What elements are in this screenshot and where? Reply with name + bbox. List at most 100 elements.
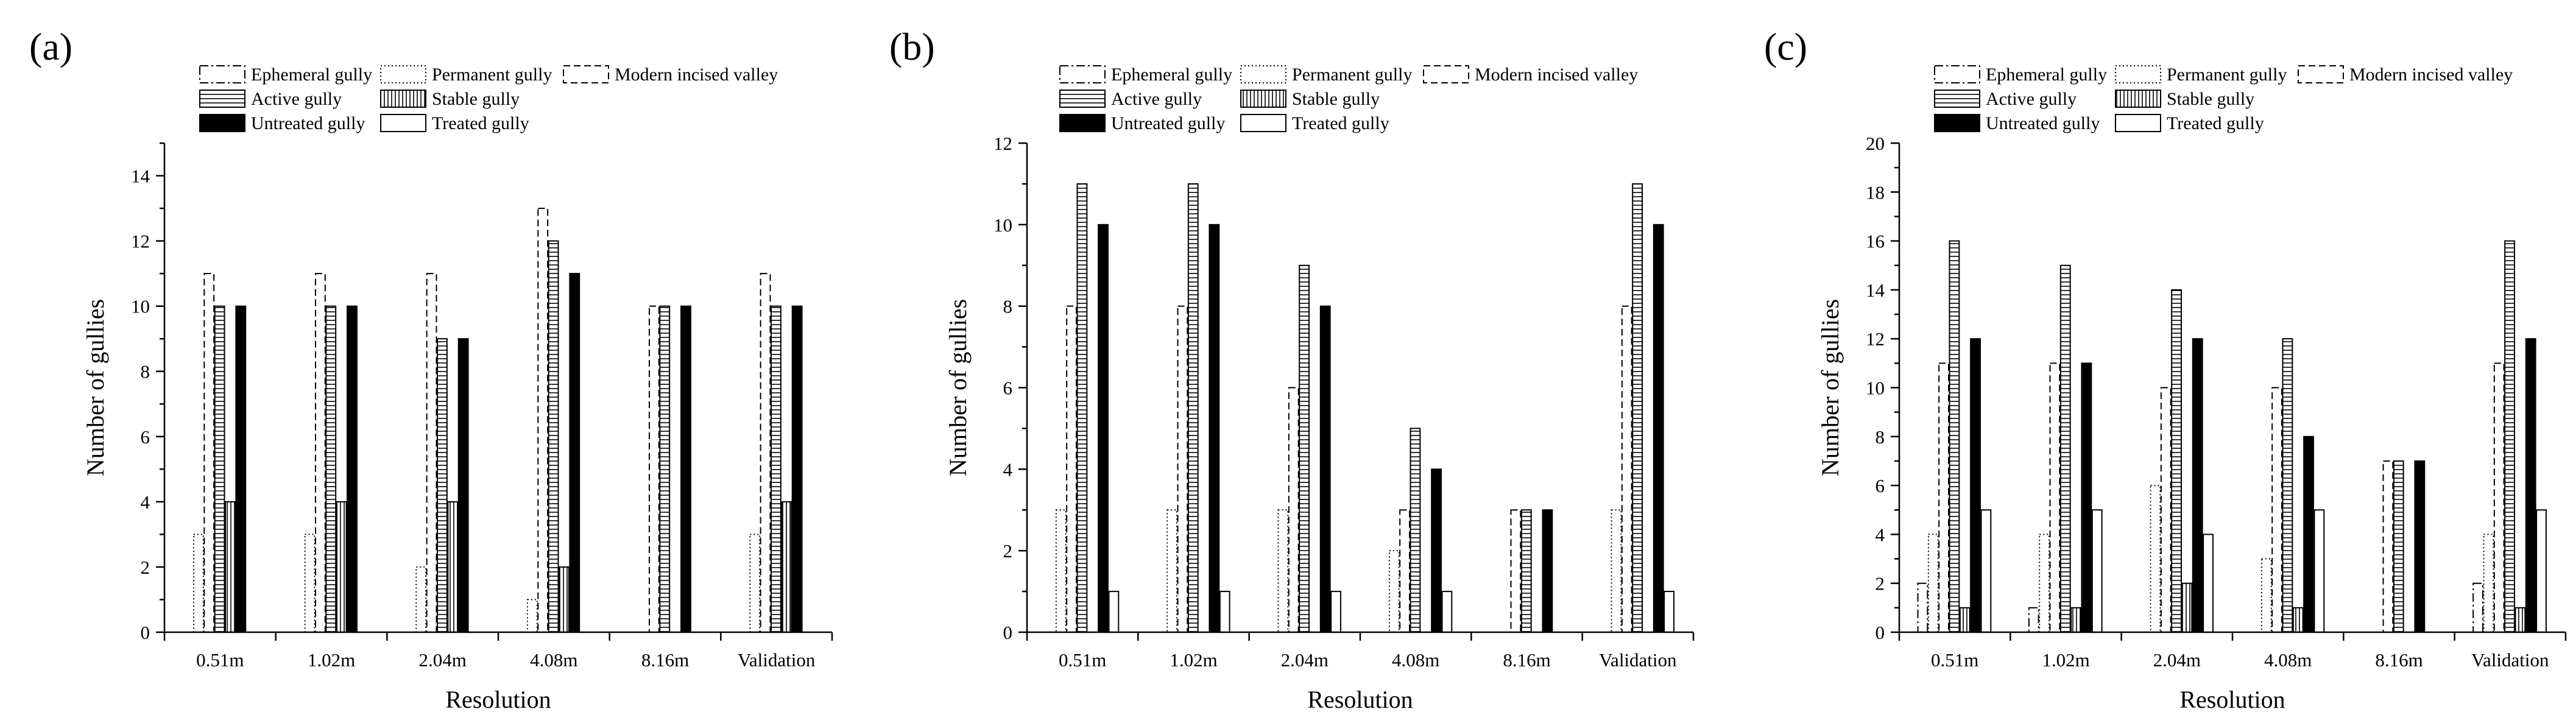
bar-modern	[1399, 509, 1410, 633]
bar-active	[2059, 264, 2071, 633]
bar-active	[659, 305, 671, 633]
x-tick-label: 0.51m	[1931, 649, 1978, 671]
bar-modern	[2049, 362, 2061, 633]
bar-untreated	[1431, 468, 1442, 633]
bar-modern	[537, 208, 549, 633]
bars	[192, 208, 803, 633]
bar-ephemeral	[1917, 582, 1928, 633]
y-tick-label: 4	[141, 492, 150, 513]
bar-active	[1076, 183, 1088, 633]
legend-label-untreated: Untreated gully	[1986, 113, 2100, 133]
y-tick-label: 2	[1003, 540, 1013, 562]
bar-treated	[1330, 591, 1341, 633]
bar-treated	[2536, 509, 2547, 633]
bar-untreated	[1653, 224, 1664, 633]
bar-permanent	[1927, 534, 1939, 633]
y-tick-label: 12	[993, 133, 1012, 154]
bar-active	[1299, 264, 1310, 633]
bar-modern	[314, 273, 326, 633]
bar-active	[325, 305, 337, 633]
y-tick-label: 10	[993, 214, 1012, 236]
bar-permanent	[1166, 509, 1178, 633]
x-axis-title: Resolution	[1307, 686, 1413, 713]
legend-label-modern: Modern incised valley	[2349, 65, 2513, 85]
legend-swatch-treated	[380, 114, 426, 132]
bar-permanent	[192, 534, 204, 633]
y-tick-label: 6	[141, 426, 150, 448]
bar-untreated	[347, 305, 358, 633]
bar-modern	[760, 273, 771, 633]
bar-active	[770, 305, 782, 633]
legend-swatch-modern	[2298, 65, 2344, 83]
bar-ephemeral	[2028, 607, 2039, 633]
bar-stable	[1959, 607, 1971, 633]
bar-active	[548, 240, 559, 633]
bar-modern	[203, 273, 215, 633]
bar-modern	[1066, 305, 1078, 633]
bar-modern	[2493, 362, 2505, 633]
bars	[1917, 240, 2547, 633]
y-tick-label: 12	[1866, 328, 1885, 350]
legend-label-permanent: Permanent gully	[2167, 65, 2287, 85]
legend-label-treated: Treated gully	[1292, 113, 1389, 133]
chart-panel-2: (b) Ephemeral gully Permanent gully Modern …	[889, 25, 1695, 713]
legend-swatch-treated	[1240, 114, 1286, 132]
bar-untreated	[457, 338, 469, 633]
x-tick-label: 1.02m	[1170, 649, 1217, 671]
bar-stable	[2292, 607, 2304, 633]
y-tick-label: 0	[1003, 622, 1013, 643]
x-tick-label: 1.02m	[308, 649, 355, 671]
legend-label-permanent: Permanent gully	[1292, 65, 1412, 85]
bar-stable	[559, 566, 570, 633]
chart-panel-3: (c) Ephemeral gully Permanent gully Modern …	[1764, 25, 2567, 713]
bar-modern	[648, 305, 660, 633]
bar-untreated	[2303, 435, 2314, 633]
bar-permanent	[2260, 558, 2272, 633]
x-tick-label: 8.16m	[1503, 649, 1550, 671]
bar-stable	[2514, 607, 2526, 633]
panel-label: (b)	[889, 25, 935, 68]
bar-modern	[2160, 387, 2172, 633]
bar-permanent	[2039, 534, 2050, 633]
bar-active	[436, 338, 448, 633]
x-tick-label: 8.16m	[2375, 649, 2422, 671]
y-tick-label: 6	[1003, 378, 1013, 399]
bar-modern	[1288, 387, 1299, 633]
bar-treated	[1108, 591, 1120, 633]
x-tick-label: 4.08m	[2264, 649, 2312, 671]
bar-treated	[1219, 591, 1230, 633]
legend-label-treated: Treated gully	[432, 113, 529, 133]
legend: Ephemeral gully Permanent gully Modern inc…	[199, 65, 778, 133]
legend-swatch-modern	[563, 65, 609, 83]
bar-permanent	[1277, 509, 1289, 633]
legend-swatch-active	[1934, 90, 1980, 108]
legend-swatch-permanent	[1240, 65, 1286, 83]
bar-modern	[1510, 509, 1522, 633]
y-tick-label: 16	[1866, 231, 1885, 252]
legend-swatch-treated	[2115, 114, 2161, 132]
legend-label-ephemeral: Ephemeral gully	[251, 65, 372, 85]
x-tick-label: 1.02m	[2042, 649, 2089, 671]
bar-treated	[1664, 591, 1674, 633]
y-tick-label: 12	[131, 231, 150, 252]
legend-swatch-stable	[2115, 90, 2161, 108]
bar-active	[1632, 183, 1643, 633]
bar-active	[2171, 289, 2182, 633]
bars	[1055, 183, 1674, 633]
bar-permanent	[415, 566, 427, 633]
legend: Ephemeral gully Permanent gully Modern inc…	[1934, 65, 2513, 133]
y-axis-title: Number of gullies	[82, 299, 109, 476]
bar-active	[1410, 428, 1421, 633]
y-tick-label: 20	[1866, 133, 1885, 154]
x-axis-title: Resolution	[445, 686, 551, 713]
bar-untreated	[680, 305, 691, 633]
bar-treated	[2313, 509, 2325, 633]
bar-untreated	[235, 305, 247, 633]
legend-label-treated: Treated gully	[2167, 113, 2264, 133]
x-tick-label: 0.51m	[1059, 649, 1106, 671]
bar-modern	[2271, 387, 2282, 633]
x-tick-label: 8.16m	[641, 649, 689, 671]
legend-label-untreated: Untreated gully	[1111, 113, 1225, 133]
y-tick-label: 18	[1866, 182, 1885, 203]
y-tick-label: 8	[1876, 426, 1885, 448]
